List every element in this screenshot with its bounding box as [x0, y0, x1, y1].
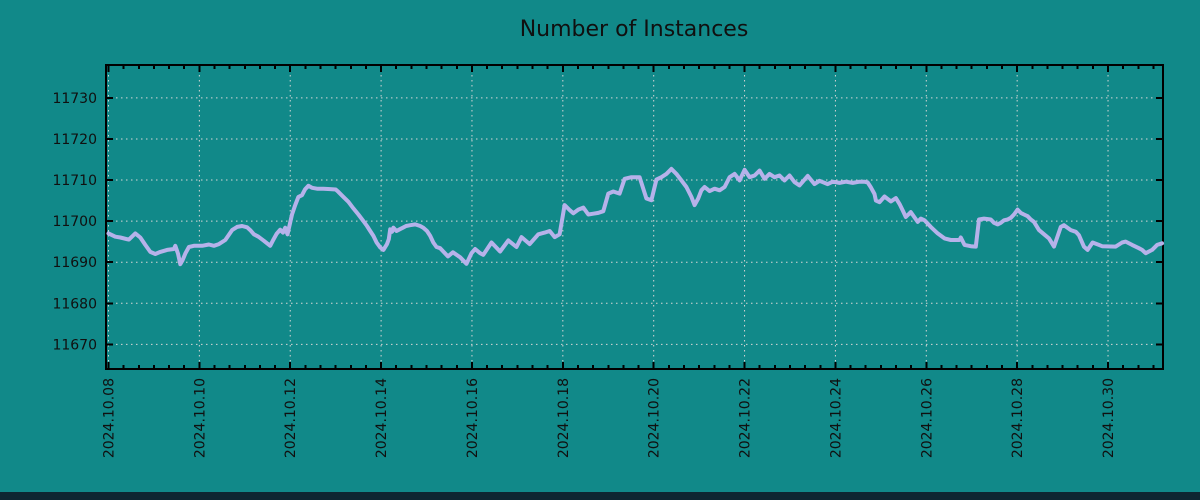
y-tick-label: 11710: [52, 173, 97, 189]
y-tick-label: 11720: [52, 132, 97, 148]
x-tick-label: 2024.10.14: [374, 378, 390, 458]
x-tick-label: 2024.10.26: [919, 378, 935, 458]
x-tick-label: 2024.10.28: [1010, 378, 1026, 458]
chart-title: Number of Instances: [519, 17, 749, 42]
x-tick-label: 2024.10.10: [192, 378, 208, 458]
x-tick-label: 2024.10.18: [556, 378, 572, 458]
axis-box: [105, 64, 1164, 370]
x-tick-label: 2024.10.16: [465, 378, 481, 458]
data-line-instances: [106, 166, 1165, 267]
x-tick-label: 2024.10.08: [101, 378, 117, 458]
x-tick-label: 2024.10.20: [647, 378, 663, 458]
x-tick-label: 2024.10.12: [283, 378, 299, 458]
bottom-edge-bar: [0, 492, 1200, 500]
y-tick-label: 11690: [52, 255, 97, 271]
y-tick-label: 11730: [52, 91, 97, 107]
y-tick-label: 11670: [52, 337, 97, 353]
y-tick-label: 11700: [52, 214, 97, 230]
x-tick-label: 2024.10.24: [828, 378, 844, 458]
x-tick-label: 2024.10.22: [738, 378, 754, 458]
x-tick-label: 2024.10.30: [1101, 378, 1117, 458]
y-tick-label: 11680: [52, 296, 97, 312]
